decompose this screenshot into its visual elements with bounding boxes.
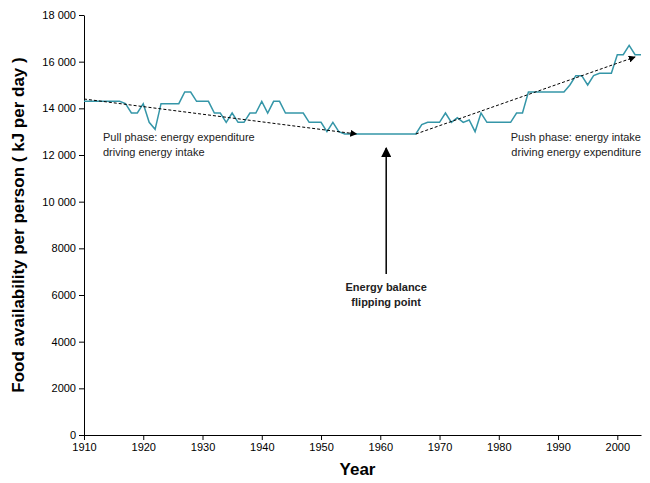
annotation-arrow xyxy=(416,57,635,134)
y-tick-mark xyxy=(79,155,84,156)
y-tick-mark xyxy=(79,62,84,63)
x-tick-label: 2000 xyxy=(606,441,630,453)
x-tick-label: 1940 xyxy=(250,441,274,453)
x-tick-mark xyxy=(558,435,559,440)
annotation-text: Energy balance xyxy=(346,281,427,293)
x-tick-mark xyxy=(84,435,85,440)
x-axis-title: Year xyxy=(340,460,376,479)
y-tick-mark xyxy=(79,342,84,343)
y-tick-label: 0 xyxy=(70,429,76,441)
x-tick: 1960 xyxy=(369,435,393,453)
y-tick-mark xyxy=(79,15,84,16)
y-tick: 4000 xyxy=(52,336,84,348)
x-tick-label: 1910 xyxy=(72,441,96,453)
y-tick-label: 2000 xyxy=(52,382,76,394)
plot-area xyxy=(84,45,641,274)
x-tick: 1920 xyxy=(132,435,156,453)
y-tick-mark xyxy=(79,435,84,436)
y-tick-mark xyxy=(79,295,84,296)
y-tick-label: 18 000 xyxy=(42,9,76,21)
x-tick-mark xyxy=(143,435,144,440)
y-tick: 10 000 xyxy=(42,196,84,208)
x-axis: 1910 1920 1930 1940 1950 1960 1970 1980 1990 2000 xyxy=(72,435,641,453)
x-tick: 1940 xyxy=(250,435,274,453)
y-tick: 16 000 xyxy=(42,56,84,68)
y-axis: 0 2000 4000 6000 8000 10 000 12 000 14 000 16 00… xyxy=(42,9,84,441)
y-tick-label: 10 000 xyxy=(42,196,76,208)
x-tick-label: 1920 xyxy=(132,441,156,453)
x-tick: 1990 xyxy=(546,435,570,453)
annotation-text: Push phase: energy intake xyxy=(511,131,641,143)
y-tick-mark xyxy=(79,248,84,249)
y-tick-label: 12 000 xyxy=(42,149,76,161)
x-tick: 1980 xyxy=(487,435,511,453)
x-tick-mark xyxy=(617,435,618,440)
annotations: Pull phase: energy expenditure driving en… xyxy=(103,131,641,308)
x-tick-label: 1980 xyxy=(487,441,511,453)
x-tick-mark xyxy=(203,435,204,440)
y-tick: 6000 xyxy=(52,289,84,301)
x-tick-mark xyxy=(440,435,441,440)
data-line xyxy=(84,45,641,134)
x-tick-label: 1930 xyxy=(191,441,215,453)
x-tick: 1950 xyxy=(309,435,333,453)
y-tick-mark xyxy=(79,388,84,389)
annotation-text: driving energy expenditure xyxy=(511,146,641,158)
x-axis-line xyxy=(85,435,642,436)
x-tick-mark xyxy=(321,435,322,440)
x-tick-label: 1990 xyxy=(546,441,570,453)
y-tick: 8000 xyxy=(52,242,84,254)
y-tick: 12 000 xyxy=(42,149,84,161)
y-tick-mark xyxy=(79,202,84,203)
chart: 1910 1920 1930 1940 1950 1960 1970 1980 1990 2000… xyxy=(0,0,650,483)
y-tick: 2000 xyxy=(52,382,84,394)
x-tick-label: 1950 xyxy=(309,441,333,453)
annotation-text: Pull phase: energy expenditure xyxy=(103,131,255,143)
y-axis-title: Food availability per person ( kJ per da… xyxy=(9,57,28,392)
annotation-text: flipping point xyxy=(351,296,421,308)
x-tick: 2000 xyxy=(606,435,630,453)
y-tick: 14 000 xyxy=(42,102,84,114)
annotation-arrow xyxy=(84,99,357,134)
x-tick-label: 1960 xyxy=(369,441,393,453)
annotation-arrow xyxy=(385,148,387,274)
x-tick-mark xyxy=(262,435,263,440)
x-tick-mark xyxy=(380,435,381,440)
x-tick: 1930 xyxy=(191,435,215,453)
x-tick: 1970 xyxy=(428,435,452,453)
y-tick-label: 14 000 xyxy=(42,102,76,114)
y-tick-label: 6000 xyxy=(52,289,76,301)
y-tick: 0 xyxy=(70,429,84,441)
x-tick-label: 1970 xyxy=(428,441,452,453)
y-tick-label: 16 000 xyxy=(42,56,76,68)
y-tick: 18 000 xyxy=(42,9,84,21)
y-tick-mark xyxy=(79,108,84,109)
x-tick-mark xyxy=(499,435,500,440)
y-tick-label: 4000 xyxy=(52,336,76,348)
y-axis-line xyxy=(84,16,85,436)
annotation-text: driving energy intake xyxy=(103,146,205,158)
y-tick-label: 8000 xyxy=(52,242,76,254)
